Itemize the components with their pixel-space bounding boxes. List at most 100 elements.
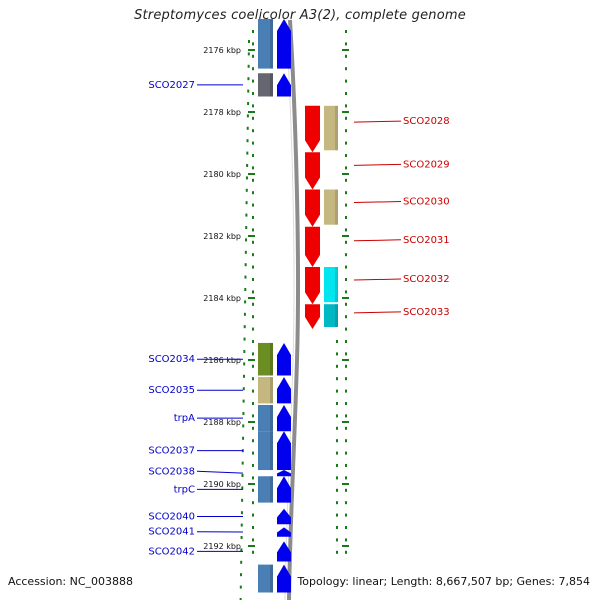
cog-category-box[interactable]: [258, 377, 273, 404]
forward-gene-arrow[interactable]: [277, 541, 291, 562]
gene-label-sco2037[interactable]: SCO2037: [148, 446, 195, 457]
gene-label-sco2031[interactable]: SCO2031: [403, 235, 450, 246]
guide-dot: [252, 166, 254, 170]
gene-label-sco2027[interactable]: SCO2027: [148, 80, 195, 91]
cog-category-box[interactable]: [258, 476, 273, 503]
guide-dot: [345, 488, 347, 492]
forward-gene-arrow[interactable]: [277, 470, 291, 477]
guide-dot: [252, 228, 254, 232]
guide-dot: [345, 476, 347, 480]
guide-dot: [245, 188, 248, 192]
kbp-tick-label: 2184 kbp: [203, 294, 241, 303]
cog-category-box[interactable]: [258, 19, 273, 69]
reverse-gene-arrow[interactable]: [305, 189, 320, 227]
kbp-tick-label: 2186 kbp: [203, 356, 241, 365]
cog-category-box[interactable]: [324, 304, 338, 327]
guide-dot: [252, 141, 254, 145]
guide-dot: [345, 526, 347, 529]
guide-dot: [247, 52, 250, 56]
cog-box-shade: [335, 304, 338, 327]
guide-dot: [345, 129, 347, 133]
reverse-gene-arrow[interactable]: [305, 267, 320, 305]
guide-dot: [242, 399, 245, 403]
guide-dot: [345, 377, 347, 381]
guide-dot: [345, 30, 347, 33]
guide-dot: [252, 30, 254, 33]
gene-label-leader: [353, 311, 402, 314]
gene-label-sco2028[interactable]: SCO2028: [403, 116, 450, 127]
gene-label-sco2041[interactable]: SCO2041: [148, 527, 195, 538]
forward-gene-arrow[interactable]: [277, 73, 291, 97]
reverse-gene-arrow[interactable]: [305, 105, 320, 153]
gene-label-sco2029[interactable]: SCO2029: [403, 159, 450, 170]
guide-dot: [345, 67, 347, 71]
guide-dot: [252, 54, 254, 58]
gene-label-leader: [353, 163, 402, 166]
forward-gene-arrow[interactable]: [277, 404, 291, 432]
cog-category-box[interactable]: [258, 564, 273, 593]
gene-features[interactable]: [258, 19, 338, 593]
gene-labels[interactable]: SCO2027 SCO2034 SCO2035 trpA SCO2037 SCO2038 t…: [148, 80, 449, 558]
gene-label-sco2038[interactable]: SCO2038: [148, 466, 195, 477]
cog-box-shade: [270, 564, 273, 593]
guide-dot: [252, 451, 254, 455]
guide-dot: [345, 550, 347, 554]
forward-gene-arrow[interactable]: [277, 476, 291, 503]
cog-category-box[interactable]: [324, 105, 338, 151]
gene-label-sco2030[interactable]: SCO2030: [403, 197, 450, 208]
gene-label-sco2033[interactable]: SCO2033: [403, 307, 450, 318]
cog-category-box[interactable]: [258, 431, 273, 471]
cog-category-box[interactable]: [258, 404, 273, 432]
guide-dot: [345, 265, 347, 269]
forward-gene-arrow[interactable]: [277, 342, 291, 376]
guide-dot: [345, 42, 347, 46]
guide-dot: [242, 424, 245, 428]
gene-label-trpc[interactable]: trpC: [174, 484, 195, 495]
guide-dot: [242, 374, 245, 378]
accession-text: Accession: NC_003888: [8, 575, 134, 588]
gene-label-sco2034[interactable]: SCO2034: [148, 354, 195, 365]
gene-label-trpa[interactable]: trpA: [174, 413, 195, 424]
reverse-gene-arrow[interactable]: [305, 226, 320, 267]
forward-gene-arrow[interactable]: [277, 527, 291, 537]
kbp-tick: [248, 421, 255, 423]
forward-gene-arrow[interactable]: [277, 19, 291, 69]
guide-dot: [345, 364, 347, 368]
kbp-tick: [342, 545, 349, 547]
gene-label-sco2035[interactable]: SCO2035: [148, 385, 195, 396]
reverse-gene-arrow[interactable]: [305, 152, 320, 190]
guide-dot: [345, 191, 347, 195]
guide-dot: [252, 216, 254, 219]
gene-label-sco2032[interactable]: SCO2032: [403, 274, 450, 285]
guide-dot: [345, 141, 347, 145]
guide-dot: [252, 92, 254, 95]
guide-dot: [345, 426, 347, 430]
kbp-tick: [342, 359, 349, 361]
guide-dot: [242, 412, 245, 415]
guide-dot: [336, 414, 338, 418]
guide-dot: [336, 364, 338, 368]
forward-gene-arrow[interactable]: [277, 431, 291, 471]
guide-dot: [252, 203, 254, 207]
guide-dot: [252, 352, 254, 356]
gene-label-sco2042[interactable]: SCO2042: [148, 546, 195, 557]
gene-label-sco2040[interactable]: SCO2040: [148, 512, 195, 523]
cog-category-box[interactable]: [324, 189, 338, 225]
guide-dot: [252, 414, 254, 418]
guide-dot: [252, 129, 254, 133]
cog-box-shade: [335, 105, 338, 151]
guide-dot: [244, 275, 247, 279]
guide-dot: [345, 203, 347, 207]
guide-dot: [239, 585, 242, 589]
guide-dot: [243, 350, 246, 353]
forward-gene-arrow[interactable]: [277, 377, 291, 404]
guide-dot: [247, 64, 250, 68]
guide-dot: [244, 300, 247, 304]
cog-category-box[interactable]: [258, 73, 273, 97]
reverse-gene-arrow[interactable]: [305, 304, 320, 329]
cog-category-box[interactable]: [324, 267, 338, 303]
forward-gene-arrow[interactable]: [277, 508, 291, 525]
cog-category-box[interactable]: [258, 342, 273, 376]
forward-gene-arrow[interactable]: [277, 564, 291, 593]
